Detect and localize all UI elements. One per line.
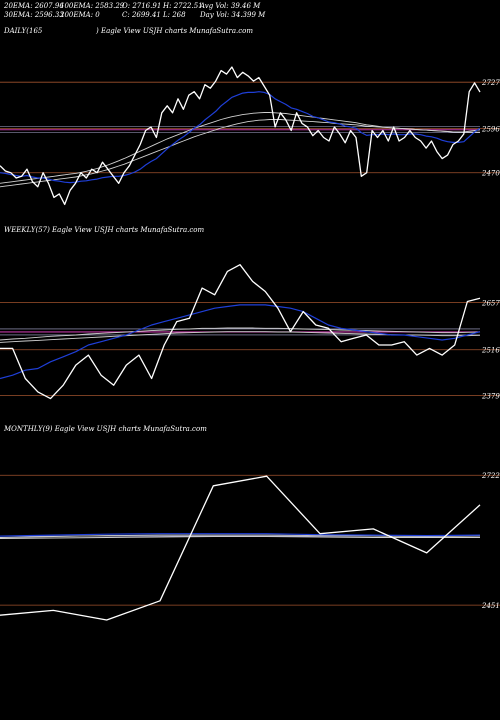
monthly-level-label: 2451 — [481, 602, 500, 610]
header-avgvol: Avg Vol: 39.46 M — [200, 2, 261, 10]
weekly-level-label: 2379 — [481, 393, 500, 401]
monthly-series-2 — [0, 534, 481, 538]
header-open: O: 2716.91 — [122, 2, 162, 10]
weekly-panel: 2657 2516 2379 — [0, 264, 500, 401]
daily-level-label: 2470 — [481, 170, 500, 178]
monthly-level-label: 2722 — [481, 472, 500, 480]
monthly-series-1 — [0, 533, 481, 537]
header-low: L: 268 — [163, 11, 186, 19]
weekly-series-1 — [0, 304, 481, 380]
monthly-panel: 2722 2451 — [0, 472, 500, 621]
daily-level-label: 2727 — [481, 79, 500, 87]
header-close: C: 2699.41 — [122, 11, 161, 19]
monthly-panel-label: MONTHLY(9) Eagle View USJH charts Munafa… — [4, 425, 207, 433]
header-ema200: 200EMA: 0 — [60, 11, 100, 19]
weekly-level-label: 2657 — [481, 300, 500, 308]
daily-level-label: 2596 — [481, 125, 500, 133]
header-high: H: 2722.51 — [163, 2, 203, 10]
header-ema20: 20EMA: 2607.96 — [4, 2, 64, 10]
weekly-panel-label: WEEKLY(57) Eagle View USJH charts Munafa… — [4, 226, 205, 234]
daily-panel: 2727 2596 2470 — [0, 66, 500, 206]
daily-series-2 — [0, 112, 481, 184]
weekly-series-3 — [0, 331, 481, 343]
daily-series-0 — [0, 66, 481, 206]
daily-panel-label: DAILY(165 — [4, 27, 43, 35]
weekly-series-2 — [0, 327, 481, 341]
header-ema100: 100EMA: 2583.29 — [60, 2, 125, 10]
daily-series-1 — [0, 91, 481, 184]
weekly-series-0 — [0, 264, 481, 400]
weekly-level-label: 2516 — [481, 347, 500, 355]
monthly-series-0 — [0, 475, 481, 621]
header-ema30: 30EMA: 2596.33 — [4, 11, 64, 19]
daily-panel-source: ) Eagle View USJH charts MunafaSutra.com — [96, 27, 254, 35]
header-dayvol: Day Vol: 34.399 M — [200, 11, 266, 19]
monthly-series-3 — [0, 536, 480, 539]
